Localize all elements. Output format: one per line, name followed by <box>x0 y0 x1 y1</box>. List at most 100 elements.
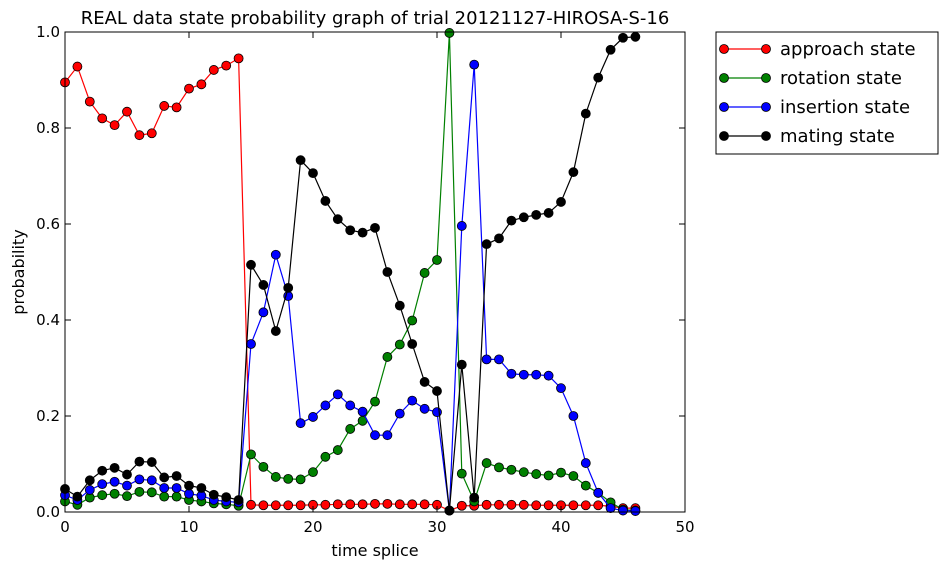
data-point <box>109 488 120 499</box>
data-point <box>134 486 145 497</box>
data-point <box>171 483 182 493</box>
data-point <box>382 352 393 362</box>
data-point <box>171 471 182 481</box>
data-point <box>295 418 306 429</box>
data-point <box>481 354 492 365</box>
x-axis-label: time splice <box>331 541 418 560</box>
data-point <box>184 83 194 94</box>
data-point <box>72 61 83 72</box>
series-line <box>64 57 636 512</box>
data-point <box>159 483 170 493</box>
data-point <box>370 396 380 407</box>
data-point <box>394 300 405 311</box>
data-point <box>506 368 517 379</box>
data-point <box>320 196 331 206</box>
data-point <box>593 500 604 511</box>
data-point <box>568 471 579 481</box>
data-point <box>543 500 554 511</box>
data-point <box>345 225 356 236</box>
data-point <box>246 449 256 460</box>
data-point <box>122 491 132 502</box>
data-point <box>382 430 393 441</box>
data-point <box>432 386 442 396</box>
data-point <box>407 395 418 406</box>
data-point <box>109 476 120 487</box>
data-point <box>593 72 604 83</box>
data-point <box>580 108 591 119</box>
data-point <box>518 499 529 510</box>
legend-marker <box>761 44 771 54</box>
data-point <box>221 60 232 71</box>
data-point <box>630 31 641 42</box>
series-line <box>64 36 636 511</box>
data-point <box>456 468 467 479</box>
data-point <box>258 307 269 318</box>
data-point <box>357 406 368 417</box>
data-point <box>320 499 331 510</box>
x-tick-label: 30 <box>427 518 446 536</box>
y-tick-label: 0.0 <box>36 503 60 521</box>
data-point <box>345 499 356 510</box>
data-point <box>357 227 368 238</box>
data-point <box>419 268 430 278</box>
data-point <box>258 461 269 472</box>
data-point <box>233 53 244 64</box>
data-point <box>171 491 182 502</box>
data-point <box>332 445 343 455</box>
data-point <box>258 500 269 511</box>
data-point <box>556 467 566 478</box>
data-point <box>456 500 467 511</box>
legend-label: approach state <box>780 39 916 60</box>
y-tick-label: 0.6 <box>36 215 60 233</box>
data-point <box>97 113 108 124</box>
data-point <box>518 467 529 478</box>
data-point <box>456 359 467 370</box>
data-point <box>531 500 542 511</box>
legend-label: rotation state <box>780 68 902 89</box>
x-tick-label: 20 <box>303 518 322 536</box>
data-point <box>357 499 368 510</box>
series-line <box>64 32 636 512</box>
data-point <box>494 462 504 473</box>
data-point <box>456 221 467 231</box>
legend: approach state rotation state insertion st… <box>715 31 939 155</box>
data-point <box>370 222 380 233</box>
legend-marker <box>761 73 771 83</box>
data-point <box>122 469 132 480</box>
data-point <box>370 498 380 509</box>
data-point <box>432 407 442 418</box>
data-point <box>531 369 542 380</box>
data-point <box>109 462 120 473</box>
data-point <box>332 389 343 400</box>
data-point <box>382 267 393 277</box>
data-point <box>134 456 145 467</box>
data-point <box>568 167 579 178</box>
series-layer <box>60 28 641 516</box>
data-point <box>518 212 529 223</box>
data-point <box>171 102 182 113</box>
legend-label: mating state <box>780 126 895 147</box>
data-point <box>134 474 145 485</box>
data-point <box>506 215 517 226</box>
data-point <box>196 79 207 90</box>
y-tick-label: 1.0 <box>36 23 60 41</box>
data-point <box>308 168 318 179</box>
legend-marker <box>719 73 729 83</box>
data-point <box>382 498 393 509</box>
data-point <box>481 458 492 468</box>
data-point <box>630 506 641 516</box>
ticks-layer: 0 10 20 30 40 50 0.0 0.2 0.4 0.6 0.8 1.0 <box>36 23 694 536</box>
data-point <box>419 377 430 387</box>
data-point <box>320 451 331 462</box>
legend-item: approach state <box>719 39 916 60</box>
series-approach-state <box>60 53 641 516</box>
data-point <box>543 370 554 381</box>
y-tick-label: 0.8 <box>36 119 60 137</box>
data-point <box>345 400 356 411</box>
chart-title: REAL data state probability graph of tri… <box>81 8 670 29</box>
data-point <box>146 457 157 467</box>
data-point <box>308 467 318 478</box>
data-point <box>469 59 480 70</box>
data-point <box>134 130 145 141</box>
